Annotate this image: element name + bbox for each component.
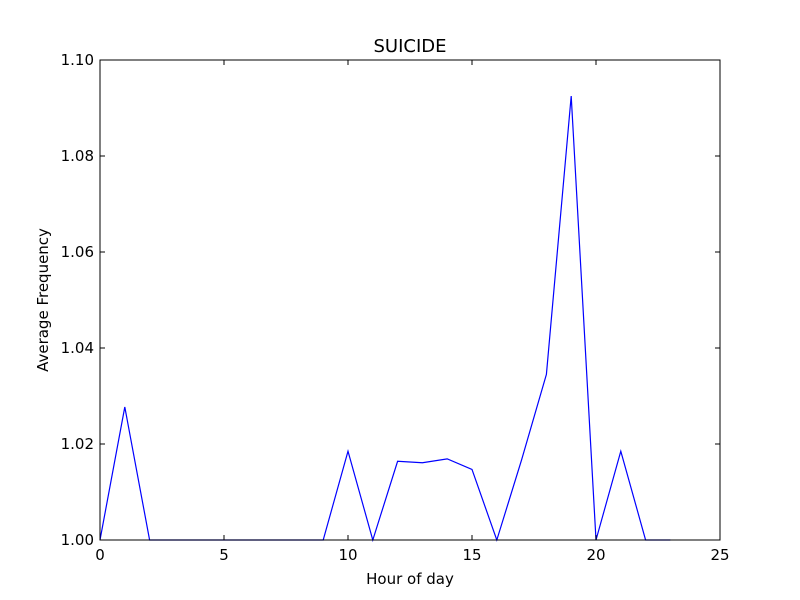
x-tick-label: 15 bbox=[462, 546, 481, 564]
y-tick-label: 1.00 bbox=[61, 531, 94, 549]
x-axis-label: Hour of day bbox=[366, 570, 454, 588]
y-tick-label: 1.10 bbox=[61, 51, 94, 69]
y-tick-label: 1.02 bbox=[61, 435, 94, 453]
x-tick-label: 25 bbox=[710, 546, 729, 564]
y-tick-label: 1.04 bbox=[61, 339, 94, 357]
y-tick-label: 1.08 bbox=[61, 147, 94, 165]
y-axis-label: Average Frequency bbox=[34, 228, 52, 372]
y-axis: 1.00 1.02 1.04 1.06 1.08 1.10 bbox=[61, 51, 720, 549]
x-axis: 0 5 10 15 20 25 bbox=[95, 60, 730, 564]
plot-area bbox=[99, 59, 721, 543]
x-tick-label: 0 bbox=[95, 546, 105, 564]
chart-title: SUICIDE bbox=[373, 36, 446, 57]
plot-frame bbox=[99, 59, 721, 541]
x-tick-label: 5 bbox=[219, 546, 229, 564]
x-tick-label: 10 bbox=[338, 546, 357, 564]
x-tick-label: 20 bbox=[586, 546, 605, 564]
y-tick-label: 1.06 bbox=[61, 243, 94, 261]
